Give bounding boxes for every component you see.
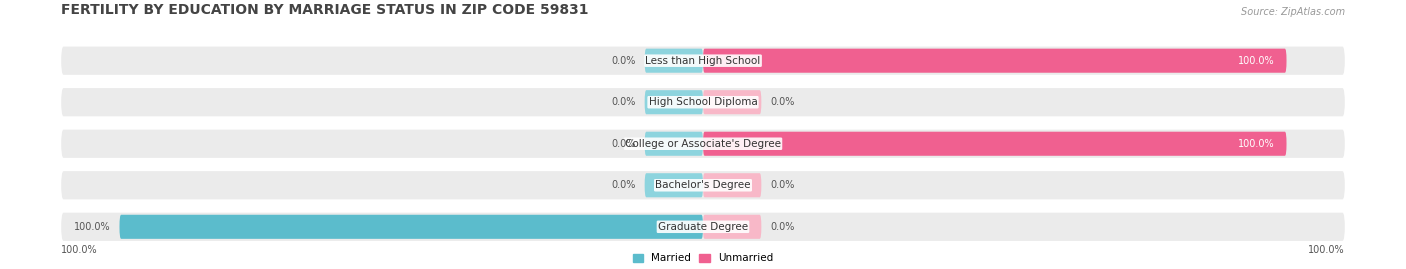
Text: Graduate Degree: Graduate Degree (658, 222, 748, 232)
Text: 100.0%: 100.0% (60, 245, 98, 255)
FancyBboxPatch shape (703, 173, 762, 197)
Text: 0.0%: 0.0% (770, 222, 794, 232)
FancyBboxPatch shape (60, 47, 1346, 75)
FancyBboxPatch shape (703, 49, 1286, 73)
FancyBboxPatch shape (703, 132, 1286, 156)
Text: 0.0%: 0.0% (612, 180, 636, 190)
Text: 100.0%: 100.0% (1239, 56, 1275, 66)
FancyBboxPatch shape (644, 173, 703, 197)
Text: 100.0%: 100.0% (1239, 139, 1275, 149)
FancyBboxPatch shape (120, 215, 703, 239)
Text: Bachelor's Degree: Bachelor's Degree (655, 180, 751, 190)
FancyBboxPatch shape (703, 90, 762, 114)
Text: College or Associate's Degree: College or Associate's Degree (626, 139, 780, 149)
Text: Source: ZipAtlas.com: Source: ZipAtlas.com (1240, 7, 1346, 17)
Text: Less than High School: Less than High School (645, 56, 761, 66)
FancyBboxPatch shape (703, 215, 762, 239)
FancyBboxPatch shape (60, 171, 1346, 199)
FancyBboxPatch shape (644, 90, 703, 114)
Text: 0.0%: 0.0% (770, 97, 794, 107)
Text: 100.0%: 100.0% (1308, 245, 1346, 255)
FancyBboxPatch shape (60, 88, 1346, 116)
FancyBboxPatch shape (644, 132, 703, 156)
Legend: Married, Unmarried: Married, Unmarried (628, 249, 778, 268)
Text: FERTILITY BY EDUCATION BY MARRIAGE STATUS IN ZIP CODE 59831: FERTILITY BY EDUCATION BY MARRIAGE STATU… (60, 3, 589, 17)
Text: 0.0%: 0.0% (770, 180, 794, 190)
Text: 0.0%: 0.0% (612, 97, 636, 107)
FancyBboxPatch shape (60, 213, 1346, 241)
Text: 0.0%: 0.0% (612, 56, 636, 66)
FancyBboxPatch shape (60, 130, 1346, 158)
Text: 0.0%: 0.0% (612, 139, 636, 149)
Text: 100.0%: 100.0% (75, 222, 111, 232)
FancyBboxPatch shape (644, 49, 703, 73)
Text: High School Diploma: High School Diploma (648, 97, 758, 107)
